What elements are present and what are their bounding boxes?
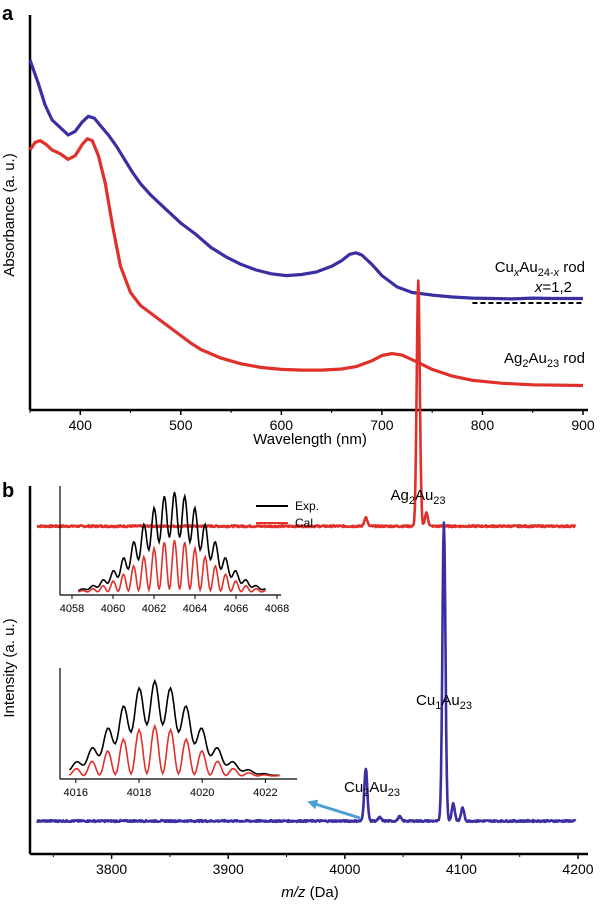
inset-cu2au23-isotope: 4016 4018 4020 4022	[59, 668, 297, 799]
panel-a-series-1-line	[28, 137, 584, 388]
ag-rod-label: Ag2Au23 rod	[504, 350, 585, 370]
inset-x-tick-label: 4020	[190, 787, 214, 799]
inset-ag2au23-isotope: 4058 4060 4062 4064 4066 4068 Exp. Cal.	[59, 486, 319, 615]
inset-exp-line	[68, 678, 280, 777]
panel-b-x-axis-title: m/z (Da)	[281, 884, 339, 901]
panel-a-x-axis-title: Wavelength (nm)	[253, 431, 367, 448]
inset-x-tick-label: 4060	[101, 603, 125, 615]
panel-b-x-tick-label: 3800	[96, 861, 127, 877]
panel-b-x-tick-label: 4200	[562, 861, 593, 877]
cu-rod-label-line2: x=1,2	[534, 279, 572, 296]
inset-x-tick-label: 4016	[64, 787, 88, 799]
ag2au23-peak-label: Ag2Au23	[390, 487, 445, 507]
inset-x-tick-label: 4018	[127, 787, 151, 799]
panel-a-x-tick-label: 600	[270, 417, 294, 433]
inset-x-tick-label: 4058	[60, 603, 84, 615]
panel-a-x-tick-label: 500	[169, 417, 193, 433]
legend-cal-label: Cal.	[295, 516, 316, 530]
panel-b-x-tick-label: 4100	[446, 861, 477, 877]
panel-b-x-tick-label: 3900	[213, 861, 244, 877]
cu1au23-peak-label: Cu1Au23	[416, 692, 472, 712]
panel-a-series-0-line	[28, 59, 583, 301]
inset-x-tick-label: 4062	[142, 603, 166, 615]
panel-b-x-tick-label: 4000	[329, 861, 360, 877]
inset-cal-line	[68, 723, 280, 777]
panel-b-series-1-line	[36, 521, 577, 824]
panel-a-x-tick-label: 900	[571, 417, 595, 433]
inset-cal-line	[77, 539, 266, 593]
cu-rod-label: CuxAu24-x rod	[495, 259, 585, 279]
cu2au23-peak-label: Cu2Au23	[344, 779, 400, 799]
cu2au23-arrow	[307, 799, 361, 820]
panel-a-uv-vis-chart: 400 500 600 700 800 900 Absorbance (a. u.) Wa…	[1, 15, 595, 448]
panel-a-y-axis-title: Absorbance (a. u.)	[1, 153, 18, 276]
panel-b-y-axis-title: Intensity (a. u.)	[1, 618, 18, 717]
panel-a-x-tick-label: 700	[370, 417, 394, 433]
panel-b-series-0-line	[36, 279, 577, 529]
inset-exp-line	[77, 491, 266, 592]
panel-a-x-tick-label: 800	[471, 417, 495, 433]
panel-b-mass-spec-chart: 3800 3900 4000 4100 4200 Intensity (a. u.) m…	[1, 279, 594, 901]
legend-exp-label: Exp.	[295, 499, 319, 513]
inset-x-tick-label: 4066	[224, 603, 248, 615]
inset-x-tick-label: 4022	[253, 787, 277, 799]
panel-a-letter: a	[2, 3, 14, 25]
panel-a-x-tick-label: 400	[69, 417, 93, 433]
panel-b-letter: b	[2, 480, 14, 502]
inset-x-tick-label: 4064	[183, 603, 207, 615]
inset-x-tick-label: 4068	[265, 603, 289, 615]
